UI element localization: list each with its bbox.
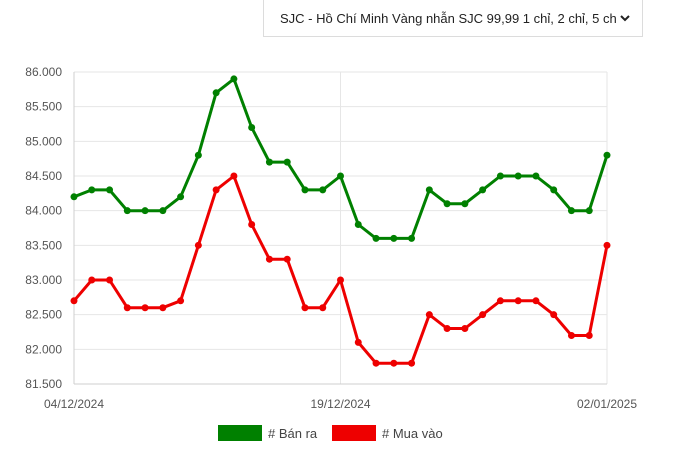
data-point (443, 200, 451, 208)
legend-label: # Mua vào (382, 426, 443, 441)
data-point (265, 255, 273, 263)
data-point (230, 75, 238, 83)
data-point (159, 207, 167, 215)
data-point (372, 234, 380, 242)
legend-swatch (218, 425, 262, 441)
data-point (567, 331, 575, 339)
data-point (88, 186, 96, 194)
data-point (514, 297, 522, 305)
data-point (372, 359, 380, 367)
data-point (283, 158, 291, 166)
y-tick-label: 86.000 (25, 65, 62, 79)
data-point (443, 325, 451, 333)
data-point (585, 207, 593, 215)
data-point (425, 311, 433, 319)
y-axis-ticks: 81.500 82.000 82.500 83.000 83.500 84.000 84.5… (25, 65, 62, 391)
data-point (70, 193, 78, 201)
data-point (212, 89, 220, 97)
chart-series (70, 75, 611, 367)
y-tick-label: 85.500 (25, 100, 62, 114)
data-point (337, 276, 344, 284)
data-point (585, 331, 593, 339)
chart-grid (73, 71, 608, 385)
y-tick-label: 81.500 (25, 377, 62, 391)
data-point (123, 304, 131, 312)
data-point (390, 359, 398, 367)
data-point (283, 255, 291, 263)
data-point (496, 172, 504, 180)
data-point (514, 172, 522, 180)
data-point (479, 186, 487, 194)
x-tick-label: 04/12/2024 (44, 397, 104, 411)
data-point (550, 311, 558, 319)
data-point (301, 186, 309, 194)
product-select[interactable]: SJC - Hồ Chí Minh Vàng nhẫn SJC 99,99 1 … (263, 0, 643, 37)
data-point (70, 297, 78, 305)
x-tick-label: 02/01/2025 (577, 397, 637, 411)
data-point (301, 304, 309, 312)
chart-legend: # Bán ra # Mua vào (218, 425, 443, 441)
legend-label: # Bán ra (268, 426, 318, 441)
data-point (461, 325, 469, 333)
data-point (248, 221, 256, 229)
data-point (603, 241, 611, 249)
data-point (550, 186, 558, 194)
data-point (106, 186, 114, 194)
y-tick-label: 83.500 (25, 238, 62, 252)
data-point (408, 234, 416, 242)
data-point (177, 297, 185, 305)
data-point (123, 207, 131, 215)
y-tick-label: 82.000 (25, 342, 62, 356)
data-point (354, 338, 362, 346)
y-tick-label: 85.000 (25, 134, 62, 148)
data-point (496, 297, 504, 305)
data-point (319, 186, 327, 194)
data-point (408, 359, 416, 367)
data-point (248, 123, 256, 131)
data-point (106, 276, 114, 284)
data-point (141, 207, 149, 215)
data-point (567, 207, 575, 215)
y-tick-label: 82.500 (25, 308, 62, 322)
data-point (141, 304, 149, 312)
data-point (265, 158, 273, 166)
data-point (212, 186, 220, 194)
legend-swatch (332, 425, 376, 441)
data-point (532, 297, 540, 305)
chevron-down-icon (616, 9, 634, 27)
y-tick-label: 83.000 (25, 273, 62, 287)
data-point (532, 172, 540, 180)
data-point (177, 193, 185, 201)
data-point (425, 186, 433, 194)
data-point (194, 151, 202, 159)
data-point (337, 172, 344, 180)
data-point (230, 172, 238, 180)
data-point (603, 151, 611, 159)
y-tick-label: 84.500 (25, 169, 62, 183)
x-axis-ticks: 04/12/2024 19/12/2024 02/01/2025 (44, 397, 637, 411)
data-point (479, 311, 487, 319)
y-tick-label: 84.000 (25, 204, 62, 218)
data-point (319, 304, 327, 312)
data-point (194, 241, 202, 249)
data-point (88, 276, 96, 284)
data-point (159, 304, 167, 312)
x-tick-label: 19/12/2024 (310, 397, 370, 411)
data-point (461, 200, 469, 208)
product-select-value: SJC - Hồ Chí Minh Vàng nhẫn SJC 99,99 1 … (280, 10, 616, 26)
data-point (354, 221, 362, 229)
data-point (390, 234, 398, 242)
